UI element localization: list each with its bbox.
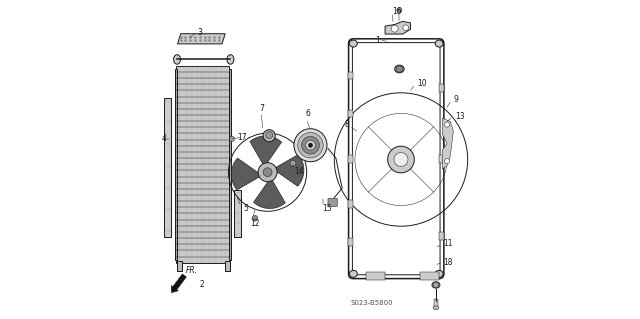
Ellipse shape — [349, 270, 357, 277]
Text: 4: 4 — [162, 134, 166, 143]
Bar — [164, 98, 172, 237]
Circle shape — [445, 122, 449, 127]
Text: 3: 3 — [198, 28, 203, 37]
Ellipse shape — [435, 270, 443, 277]
Bar — [420, 272, 439, 280]
Bar — [439, 155, 444, 162]
Bar — [439, 232, 444, 240]
Circle shape — [301, 136, 319, 154]
Polygon shape — [231, 158, 260, 190]
Ellipse shape — [266, 131, 273, 138]
Circle shape — [403, 25, 408, 31]
Bar — [229, 69, 232, 260]
Text: 7: 7 — [260, 104, 264, 113]
Text: 8: 8 — [345, 120, 349, 129]
Bar — [234, 190, 241, 237]
Ellipse shape — [433, 306, 439, 310]
Circle shape — [397, 8, 402, 13]
Text: FR.: FR. — [186, 266, 197, 275]
Text: 15: 15 — [323, 204, 332, 213]
Bar — [175, 69, 177, 260]
Circle shape — [396, 66, 403, 72]
Polygon shape — [177, 34, 225, 44]
Circle shape — [391, 25, 398, 32]
Bar — [434, 299, 438, 307]
Ellipse shape — [395, 65, 404, 73]
Circle shape — [394, 152, 408, 167]
Circle shape — [433, 282, 438, 287]
Text: 10: 10 — [417, 79, 426, 88]
Text: 13: 13 — [455, 112, 465, 121]
Circle shape — [294, 129, 327, 162]
Text: 2: 2 — [199, 280, 204, 289]
FancyBboxPatch shape — [328, 198, 337, 206]
Text: 11: 11 — [444, 239, 452, 248]
Ellipse shape — [435, 40, 443, 47]
Bar — [439, 84, 444, 92]
Circle shape — [258, 163, 277, 182]
Polygon shape — [385, 21, 410, 34]
Circle shape — [290, 160, 296, 166]
Circle shape — [308, 143, 313, 147]
Bar — [177, 261, 182, 271]
Bar — [366, 272, 385, 280]
Ellipse shape — [173, 55, 180, 64]
Text: 9: 9 — [453, 95, 458, 104]
Bar — [348, 155, 353, 162]
Circle shape — [445, 159, 449, 164]
Circle shape — [298, 132, 323, 158]
Ellipse shape — [263, 130, 275, 142]
Text: S023-B5800: S023-B5800 — [350, 300, 393, 306]
Ellipse shape — [349, 40, 357, 47]
Text: 16: 16 — [392, 7, 401, 16]
Circle shape — [263, 168, 272, 177]
Circle shape — [230, 136, 235, 141]
Ellipse shape — [227, 55, 234, 64]
Bar — [348, 71, 353, 79]
Text: 14: 14 — [294, 167, 303, 176]
FancyArrow shape — [172, 274, 186, 293]
Ellipse shape — [432, 282, 440, 288]
Polygon shape — [253, 180, 285, 209]
Circle shape — [306, 140, 316, 150]
Text: 17: 17 — [237, 133, 246, 142]
Text: 1: 1 — [375, 36, 380, 45]
Text: 12: 12 — [250, 219, 260, 227]
Polygon shape — [275, 154, 304, 186]
Polygon shape — [442, 118, 453, 169]
Text: 5: 5 — [243, 204, 248, 213]
Bar — [348, 238, 353, 246]
Circle shape — [252, 215, 258, 221]
Circle shape — [388, 146, 414, 173]
Bar — [348, 110, 353, 117]
Bar — [177, 66, 230, 263]
Text: 18: 18 — [444, 258, 452, 267]
Bar — [225, 261, 230, 271]
Text: 6: 6 — [306, 109, 310, 118]
Polygon shape — [250, 136, 282, 165]
Bar — [348, 200, 353, 208]
